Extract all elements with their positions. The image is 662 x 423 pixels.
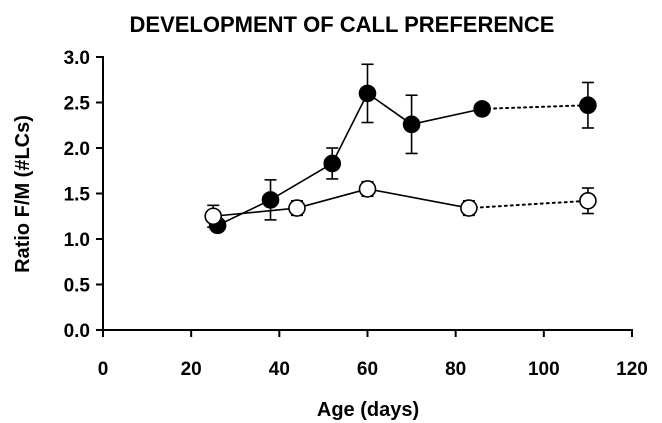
data-point-filled [323,154,342,173]
y-tick-label: 0.0 [64,321,90,342]
chart-title: DEVELOPMENT OF CALL PREFERENCE [130,12,555,37]
y-tick-label: 2.0 [64,139,90,160]
data-point-filled [358,84,377,103]
y-tick-label: 0.5 [64,276,91,297]
series-line-segment [213,207,298,218]
series-dotted-segment [481,104,589,110]
x-axis-label: Age (days) [317,399,419,421]
x-tick-label: 0 [98,359,109,380]
series-line-segment [270,162,333,201]
series-line-segment [367,92,413,125]
data-point-filled [402,115,421,134]
y-tick-label: 2.5 [64,94,91,115]
axes: 0 20 40 60 80 100 120 0.0 0.5 1.0 1.5 2.0 2.5 3.0 [64,48,648,380]
series-2 [204,180,597,228]
series-line-segment [331,93,369,164]
x-tick-label: 80 [445,359,466,380]
series-dotted-segment [467,199,589,210]
x-tick-label: 20 [181,359,202,380]
x-tick-label: 40 [269,359,290,380]
data-point-filled [261,191,280,209]
y-tick-label: 1.0 [64,230,90,251]
series-layer [204,63,597,235]
data-point-filled [473,100,491,118]
series-line-segment [296,188,368,209]
data-point-open [358,180,377,198]
x-tick-label: 60 [357,359,378,380]
data-point-open [288,199,306,217]
series-1 [208,63,597,235]
y-tick-label: 3.0 [64,48,90,69]
x-tick-label: 100 [528,359,560,380]
series-line-segment [411,108,483,126]
data-point-open [579,191,597,210]
data-point-filled [579,96,597,115]
data-point-open [460,199,478,217]
series-line-segment [367,188,470,209]
data-point-open [204,207,223,226]
y-tick-label: 1.5 [64,185,91,206]
y-axis-label: Ratio F/M (#LCs) [12,115,34,273]
x-tick-label: 120 [616,359,648,380]
